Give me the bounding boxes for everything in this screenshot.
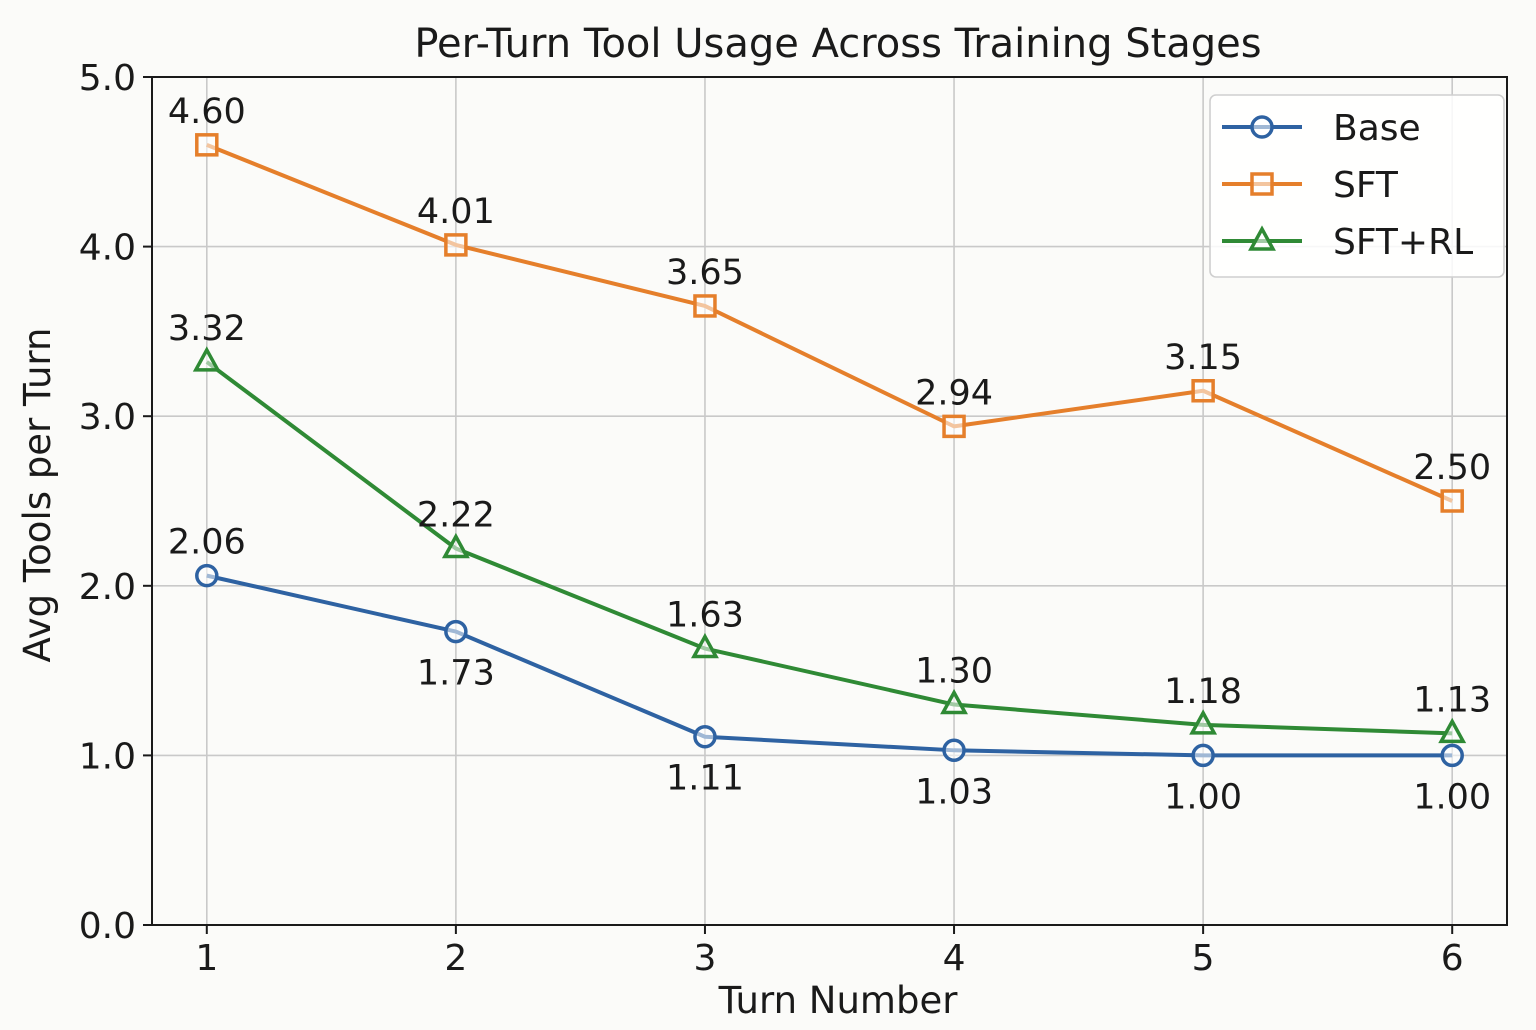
data-label: 2.22 [417, 495, 495, 535]
square-marker [444, 233, 468, 257]
circle-marker [1250, 115, 1274, 139]
series-sft-rl [192, 346, 1467, 744]
circle-marker [1440, 743, 1464, 768]
y-tick-label: 2.0 [79, 567, 136, 608]
data-label: 4.01 [417, 192, 495, 232]
x-tick-label: 6 [1441, 938, 1464, 979]
x-tick-label: 2 [444, 938, 467, 979]
legend: Base SFT SFT+RL [1209, 94, 1505, 278]
data-label: 1.00 [1164, 777, 1242, 817]
square-marker [1250, 172, 1274, 196]
circle-marker [693, 724, 717, 749]
data-label: 2.06 [168, 523, 246, 563]
axis-ticks: 1 2 3 4 5 6 0.0 1.0 2.0 3.0 4.0 5.0 [79, 58, 1464, 979]
data-label: 1.18 [1164, 672, 1242, 712]
data-label: 1.13 [1413, 680, 1491, 720]
data-label: 1.00 [1413, 777, 1491, 817]
series-base [195, 563, 1464, 768]
series-line-sft [206, 142, 1454, 503]
triangle-marker [192, 346, 221, 372]
data-label: 3.32 [168, 309, 246, 349]
x-tick-label: 3 [694, 938, 717, 979]
circle-marker [444, 619, 468, 644]
square-marker [1440, 489, 1464, 513]
legend-label: Base [1333, 108, 1421, 149]
square-marker [942, 414, 966, 439]
y-tick-label: 5.0 [79, 58, 136, 99]
data-label: 1.11 [666, 759, 744, 799]
series-sft [195, 133, 1464, 513]
circle-marker [195, 563, 219, 588]
data-label: 1.30 [915, 652, 993, 692]
y-axis-label: Avg Tools per Turn [16, 328, 59, 663]
x-axis-label: Turn Number [718, 979, 959, 1022]
plot-area-frame [151, 76, 1508, 926]
square-marker [693, 294, 717, 318]
data-label: 4.60 [168, 92, 246, 132]
triangle-marker [441, 532, 470, 559]
triangle-marker [690, 632, 719, 659]
legend-item-sft-rl: SFT+RL [1222, 222, 1473, 263]
square-marker [195, 133, 219, 157]
legend-label: SFT [1333, 165, 1399, 206]
series-line-base [206, 573, 1453, 758]
y-tick-label: 0.0 [79, 906, 136, 947]
circle-marker [942, 738, 966, 763]
data-label: 3.15 [1164, 338, 1242, 378]
data-label: 2.94 [915, 373, 993, 413]
data-label: 1.73 [417, 654, 495, 694]
data-label: 1.03 [915, 772, 993, 812]
data-label: 2.50 [1413, 448, 1491, 488]
x-tick-label: 1 [195, 938, 218, 979]
chart-title: Per-Turn Tool Usage Across Training Stag… [414, 21, 1261, 67]
x-tick-label: 5 [1192, 938, 1215, 979]
y-tick-label: 1.0 [79, 736, 136, 777]
legend-item-sft: SFT [1222, 165, 1399, 206]
square-marker [1191, 379, 1215, 403]
data-labels: 2.06 1.73 1.11 1.03 1.00 1.00 4.60 4.01 3.65 2.94… [168, 92, 1491, 818]
y-tick-label: 4.0 [79, 228, 136, 269]
triangle-marker [940, 688, 969, 715]
legend-label: SFT+RL [1333, 222, 1473, 263]
triangle-marker [1438, 717, 1467, 744]
triangle-marker [1248, 225, 1276, 251]
legend-box [1209, 94, 1505, 278]
circle-marker [1191, 743, 1215, 768]
data-label: 1.63 [666, 596, 744, 636]
series-line-sft-rl [205, 360, 1453, 736]
series-group [192, 133, 1467, 768]
y-tick-label: 3.0 [79, 397, 136, 438]
x-tick-label: 4 [943, 938, 966, 979]
legend-item-base: Base [1222, 108, 1421, 149]
triangle-marker [1189, 709, 1218, 735]
data-label: 3.65 [666, 253, 744, 293]
